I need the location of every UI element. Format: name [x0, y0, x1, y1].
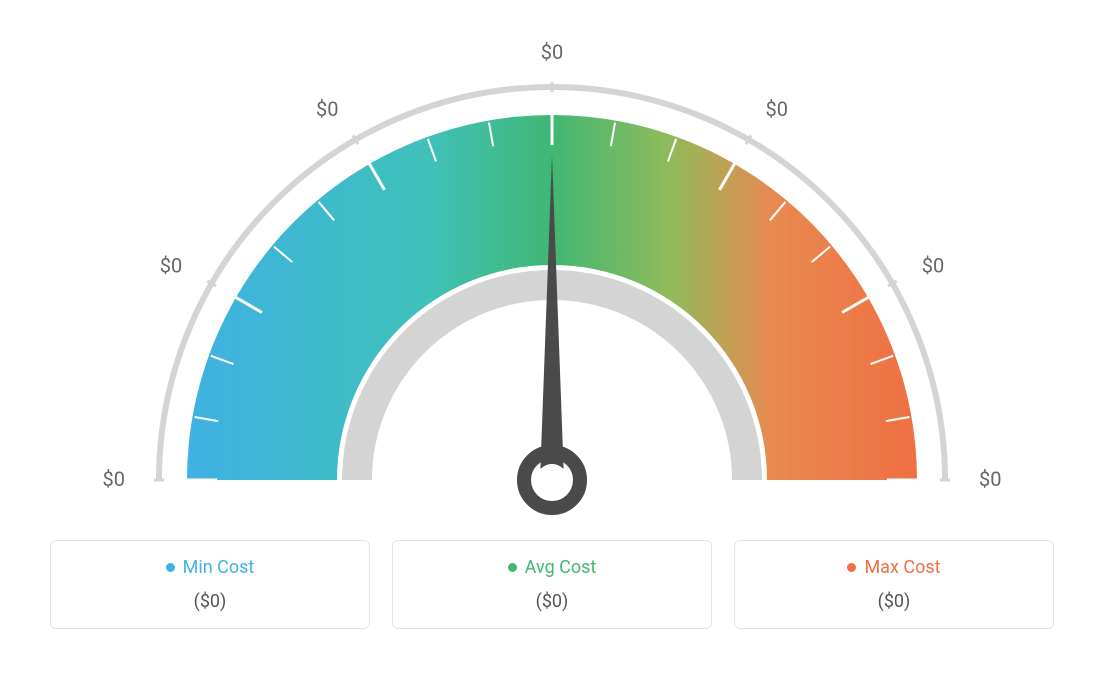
legend-value-max: ($0)	[745, 591, 1043, 612]
gauge-hub-inner	[536, 464, 568, 496]
legend-title-min: Min Cost	[166, 559, 255, 577]
legend-label-min: Min Cost	[183, 559, 255, 577]
legend-value-min: ($0)	[61, 591, 359, 612]
legend-label-max: Max Cost	[864, 559, 940, 577]
gauge-svg: $0 $0 $0 $0 $0 $0 $0	[0, 0, 1104, 540]
legend-card-avg: Avg Cost ($0)	[392, 540, 712, 629]
legend-dot-max	[847, 563, 856, 572]
legend-title-avg: Avg Cost	[508, 559, 597, 577]
legend-value-avg: ($0)	[403, 591, 701, 612]
legend-dot-min	[166, 563, 175, 572]
legend-dot-avg	[508, 563, 517, 572]
legend-card-max: Max Cost ($0)	[734, 540, 1054, 629]
legend-label-avg: Avg Cost	[525, 559, 597, 577]
gauge-tick-label: $0	[160, 254, 182, 278]
gauge-tick-label: $0	[316, 97, 338, 121]
gauge-tick-label: $0	[103, 467, 125, 491]
legend-title-max: Max Cost	[847, 559, 940, 577]
legend-row: Min Cost ($0) Avg Cost ($0) Max Cost ($0…	[0, 540, 1104, 629]
gauge-tick-label: $0	[979, 467, 1001, 491]
gauge-tick-label: $0	[541, 40, 563, 64]
gauge-tick-label: $0	[766, 97, 788, 121]
gauge-tick-label: $0	[922, 254, 944, 278]
legend-card-min: Min Cost ($0)	[50, 540, 370, 629]
gauge-chart: $0 $0 $0 $0 $0 $0 $0	[0, 0, 1104, 540]
